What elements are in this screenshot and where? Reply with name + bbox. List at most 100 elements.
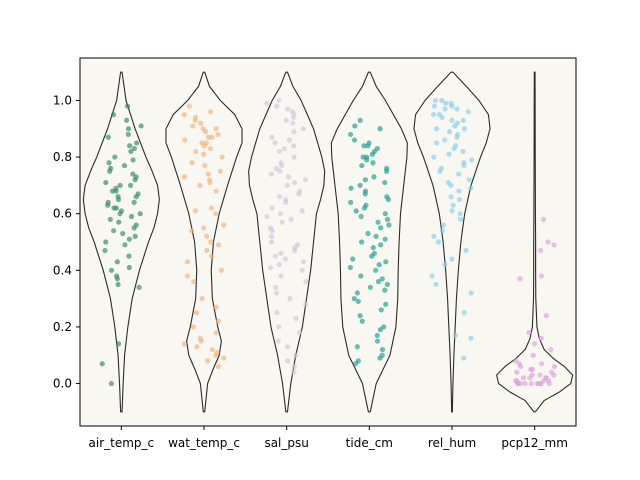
point-rel_hum bbox=[449, 208, 455, 214]
point-air_temp_c bbox=[121, 162, 128, 169]
point-air_temp_c bbox=[126, 253, 132, 259]
violin-air_temp_c bbox=[82, 71, 160, 413]
point-sal_psu bbox=[285, 358, 291, 364]
point-wat_temp_c bbox=[218, 267, 224, 273]
point-wat_temp_c bbox=[213, 188, 219, 194]
violin-sal_psu bbox=[248, 71, 326, 413]
points-layer bbox=[99, 97, 557, 387]
point-tide_cm bbox=[357, 117, 363, 123]
point-sal_psu bbox=[288, 216, 294, 222]
point-tide_cm bbox=[362, 191, 368, 197]
point-tide_cm bbox=[384, 216, 391, 222]
point-pcp12_mm bbox=[534, 380, 541, 387]
point-sal_psu bbox=[290, 120, 296, 126]
point-tide_cm bbox=[361, 143, 367, 149]
point-rel_hum bbox=[431, 154, 437, 160]
point-rel_hum bbox=[442, 262, 448, 268]
point-air_temp_c bbox=[103, 239, 109, 245]
y-tick-label: 1.0 bbox=[53, 93, 72, 107]
point-air_temp_c bbox=[116, 219, 122, 225]
point-sal_psu bbox=[291, 154, 297, 160]
point-pcp12_mm bbox=[538, 361, 545, 367]
point-wat_temp_c bbox=[213, 211, 219, 217]
point-air_temp_c bbox=[115, 281, 121, 288]
point-tide_cm bbox=[382, 287, 388, 293]
point-tide_cm bbox=[351, 137, 358, 143]
point-wat_temp_c bbox=[191, 279, 197, 285]
point-wat_temp_c bbox=[209, 346, 215, 353]
point-rel_hum bbox=[461, 126, 467, 132]
point-wat_temp_c bbox=[192, 117, 198, 123]
point-air_temp_c bbox=[105, 202, 111, 208]
point-air_temp_c bbox=[102, 247, 108, 254]
point-sal_psu bbox=[268, 233, 275, 239]
x-tick-label: pcp12_mm bbox=[501, 436, 567, 450]
point-rel_hum bbox=[434, 140, 440, 146]
point-pcp12_mm bbox=[514, 369, 520, 375]
point-sal_psu bbox=[286, 137, 293, 143]
point-tide_cm bbox=[384, 281, 390, 288]
point-sal_psu bbox=[293, 315, 299, 322]
point-rel_hum bbox=[442, 137, 448, 143]
point-tide_cm bbox=[365, 143, 371, 149]
point-rel_hum bbox=[468, 290, 474, 296]
point-air_temp_c bbox=[115, 341, 122, 347]
point-pcp12_mm bbox=[520, 375, 527, 381]
point-air_temp_c bbox=[113, 205, 120, 211]
point-wat_temp_c bbox=[208, 109, 214, 115]
point-sal_psu bbox=[276, 324, 282, 330]
point-sal_psu bbox=[283, 199, 289, 205]
point-rel_hum bbox=[461, 310, 467, 316]
point-air_temp_c bbox=[107, 216, 113, 222]
point-rel_hum bbox=[446, 151, 452, 157]
point-tide_cm bbox=[375, 279, 382, 285]
point-air_temp_c bbox=[113, 188, 119, 194]
point-air_temp_c bbox=[122, 242, 128, 248]
point-air_temp_c bbox=[99, 361, 105, 367]
point-pcp12_mm bbox=[551, 363, 557, 370]
point-tide_cm bbox=[354, 344, 360, 350]
point-tide_cm bbox=[378, 242, 384, 248]
point-sal_psu bbox=[290, 114, 297, 121]
x-axis: air_temp_c wat_temp_c sal_psu tide_cm rel_hu… bbox=[89, 426, 568, 450]
point-wat_temp_c bbox=[181, 112, 187, 118]
point-wat_temp_c bbox=[181, 174, 188, 180]
point-tide_cm bbox=[352, 123, 358, 129]
point-tide_cm bbox=[375, 219, 381, 225]
point-air_temp_c bbox=[125, 131, 131, 138]
point-wat_temp_c bbox=[194, 344, 200, 350]
x-tick-label: tide_cm bbox=[346, 436, 393, 450]
point-air_temp_c bbox=[125, 126, 132, 132]
point-rel_hum bbox=[458, 216, 464, 222]
point-wat_temp_c bbox=[190, 123, 196, 129]
point-tide_cm bbox=[378, 225, 384, 231]
y-tick-label: 0.4 bbox=[53, 263, 72, 277]
point-tide_cm bbox=[355, 298, 361, 305]
point-pcp12_mm bbox=[522, 380, 528, 387]
point-tide_cm bbox=[378, 307, 384, 313]
violin-pcp12_mm bbox=[496, 71, 574, 413]
point-wat_temp_c bbox=[213, 304, 219, 310]
point-sal_psu bbox=[299, 208, 305, 214]
point-sal_psu bbox=[287, 296, 293, 302]
point-sal_psu bbox=[275, 338, 281, 344]
point-tide_cm bbox=[364, 157, 370, 163]
point-pcp12_mm bbox=[545, 239, 551, 245]
point-wat_temp_c bbox=[215, 242, 222, 248]
point-wat_temp_c bbox=[213, 352, 219, 358]
point-air_temp_c bbox=[138, 123, 144, 129]
point-tide_cm bbox=[382, 211, 388, 217]
point-tide_cm bbox=[383, 168, 390, 174]
point-sal_psu bbox=[276, 97, 282, 104]
point-rel_hum bbox=[434, 126, 440, 132]
point-air_temp_c bbox=[106, 160, 112, 166]
point-rel_hum bbox=[448, 194, 454, 200]
point-tide_cm bbox=[376, 262, 382, 268]
point-sal_psu bbox=[276, 194, 283, 200]
point-tide_cm bbox=[373, 233, 379, 239]
point-air_temp_c bbox=[117, 211, 123, 217]
point-air_temp_c bbox=[124, 103, 131, 109]
y-axis: 0.0 0.2 0.4 0.6 0.8 1.0 bbox=[53, 93, 80, 391]
point-air_temp_c bbox=[130, 157, 136, 163]
point-sal_psu bbox=[279, 162, 285, 169]
